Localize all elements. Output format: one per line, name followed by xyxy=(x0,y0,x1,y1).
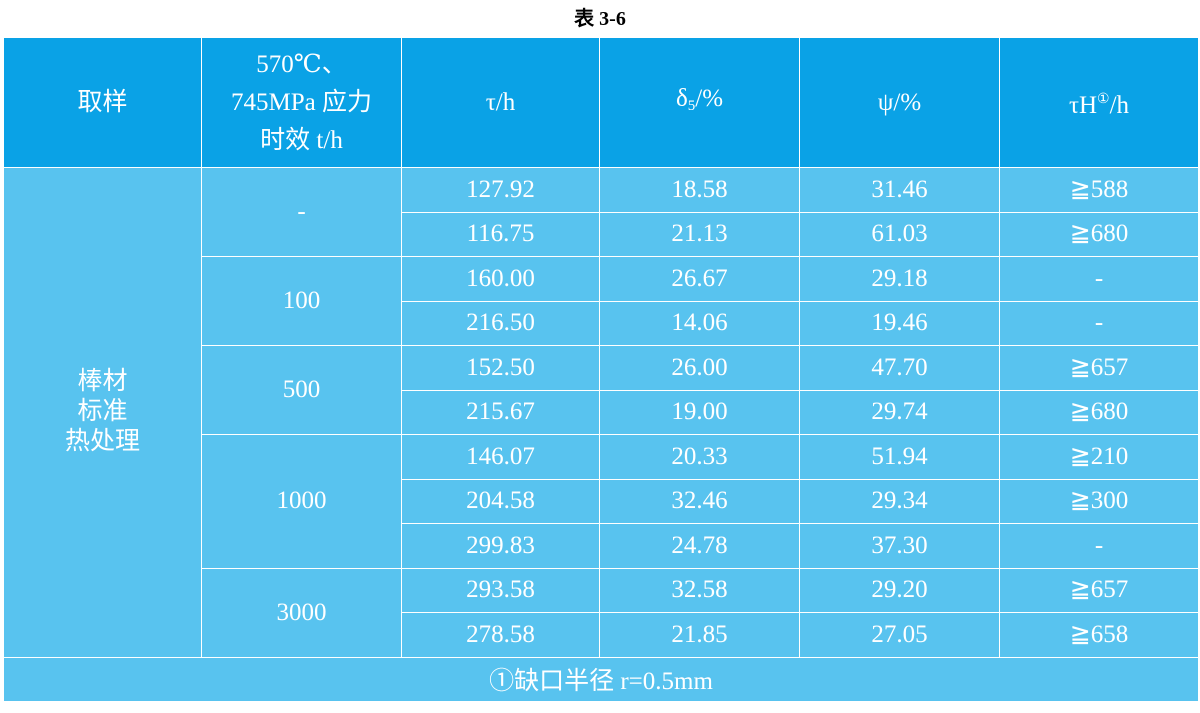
value-cell: 29.18 xyxy=(799,256,1000,302)
superscript: ① xyxy=(1097,91,1110,107)
header-cell: τH①/h xyxy=(999,37,1199,168)
data-row: 100 160.00 26.67 29.18- xyxy=(4,256,1199,346)
value-cell: 47.70 xyxy=(799,345,1000,391)
value-cell: 299.83 xyxy=(401,523,600,569)
header-cell: ψ/% xyxy=(799,37,1000,168)
data-row: 216.50 14.06 19.46- xyxy=(4,300,1199,346)
header-text: /% xyxy=(695,85,724,112)
value-cell: ≧680 xyxy=(999,389,1199,435)
value-cell: 29.20 xyxy=(799,567,1000,613)
value-cell: ≧657 xyxy=(999,567,1199,613)
header-line: 570℃、 xyxy=(256,50,347,78)
sample-line: 热处理 xyxy=(64,428,140,456)
value-cell: ≧658 xyxy=(999,612,1199,658)
value-cell: 29.74 xyxy=(799,389,1000,435)
value-cell: - xyxy=(999,300,1199,346)
data-row: 棒材 标准 热处理 -127.92 18.58 31.46 ≧588 xyxy=(3,167,1199,658)
aging-cell: - xyxy=(201,167,402,257)
value-cell: 204.58 xyxy=(401,478,600,524)
value-cell: 21.85 xyxy=(599,612,800,658)
data-row: 3000 293.58 32.58 29.20 ≧657 xyxy=(4,567,1199,658)
value-cell: 61.03 xyxy=(799,211,1000,257)
value-cell: 21.13 xyxy=(599,211,800,257)
value-cell: ≧680 xyxy=(999,211,1199,257)
value-cell: 37.30 xyxy=(799,523,1000,569)
value-cell: 14.06 xyxy=(599,300,800,346)
value-cell: 215.67 xyxy=(401,389,600,435)
value-cell: 127.92 xyxy=(401,167,600,213)
header-line: 745MPa 应力 xyxy=(231,88,372,116)
value-cell: 152.50 xyxy=(401,345,600,391)
sample-line: 标准 xyxy=(77,398,128,426)
value-cell: 160.00 xyxy=(401,256,600,302)
value-cell: 31.46 xyxy=(799,167,1000,213)
header-row: 取样 570℃、 745MPa 应力 时效 t/h τ/h δ5/% ψ/% τ… xyxy=(3,37,1199,168)
footnote: ①缺口半径 r=0.5mm xyxy=(3,656,1199,702)
aging-cell: 1000 xyxy=(201,434,402,569)
value-cell: 216.50 xyxy=(401,300,600,346)
data-row: 204.58 32.46 29.34 ≧300 xyxy=(4,478,1199,524)
value-cell: ≧588 xyxy=(999,167,1199,213)
header-line: 时效 t/h xyxy=(260,126,343,154)
value-cell: - xyxy=(999,523,1199,569)
value-cell: 293.58 xyxy=(401,567,600,613)
data-table: 取样 570℃、 745MPa 应力 时效 t/h τ/h δ5/% ψ/% τ… xyxy=(3,37,1199,702)
value-cell: 19.00 xyxy=(599,389,800,435)
value-cell: ≧300 xyxy=(999,478,1199,524)
value-cell: 24.78 xyxy=(599,523,800,569)
value-cell: 32.46 xyxy=(599,478,800,524)
data-row: 278.58 21.85 27.05 ≧658 xyxy=(4,612,1199,658)
value-cell: 27.05 xyxy=(799,612,1000,658)
value-cell: 26.00 xyxy=(599,345,800,391)
header-text: /h xyxy=(1109,91,1130,119)
value-cell: ≧210 xyxy=(999,434,1199,480)
header-cell: 取样 xyxy=(3,37,202,168)
data-row: 116.75 21.13 61.03 ≧680 xyxy=(4,211,1199,257)
footnote-row: ①缺口半径 r=0.5mm xyxy=(3,656,1199,702)
aging-cell: 100 xyxy=(201,256,402,346)
header-text: δ xyxy=(675,85,688,112)
data-row: 215.67 19.00 29.74 ≧680 xyxy=(4,389,1199,435)
header-cell: τ/h xyxy=(401,37,600,168)
header-text: τH xyxy=(1068,91,1098,119)
value-cell: 20.33 xyxy=(599,434,800,480)
data-row: 500 152.50 26.00 47.70 ≧657 xyxy=(4,345,1199,435)
value-cell: 26.67 xyxy=(599,256,800,302)
sample-line: 棒材 xyxy=(77,368,128,396)
data-row: 299.83 24.78 37.30- xyxy=(4,523,1199,569)
subscript: 5 xyxy=(687,98,696,114)
value-cell: 18.58 xyxy=(599,167,800,213)
header-cell: 570℃、 745MPa 应力 时效 t/h xyxy=(201,37,402,168)
value-cell: 116.75 xyxy=(401,211,600,257)
value-cell: ≧657 xyxy=(999,345,1199,391)
value-cell: 146.07 xyxy=(401,434,600,480)
sample-cell: 棒材 标准 热处理 xyxy=(3,167,202,658)
value-cell: 29.34 xyxy=(799,478,1000,524)
value-cell: 32.58 xyxy=(599,567,800,613)
aging-cell: 3000 xyxy=(201,567,402,658)
table-title: 表 3-6 xyxy=(574,8,626,30)
header-cell: δ5/% xyxy=(599,37,800,168)
table-body: 棒材 标准 热处理 -127.92 18.58 31.46 ≧588 116.75 21.13 6… xyxy=(3,167,1199,658)
value-cell: 278.58 xyxy=(401,612,600,658)
aging-cell: 500 xyxy=(201,345,402,435)
value-cell: - xyxy=(999,256,1199,302)
value-cell: 51.94 xyxy=(799,434,1000,480)
data-row: 1000 146.07 20.33 51.94 ≧210 xyxy=(4,434,1199,569)
value-cell: 19.46 xyxy=(799,300,1000,346)
